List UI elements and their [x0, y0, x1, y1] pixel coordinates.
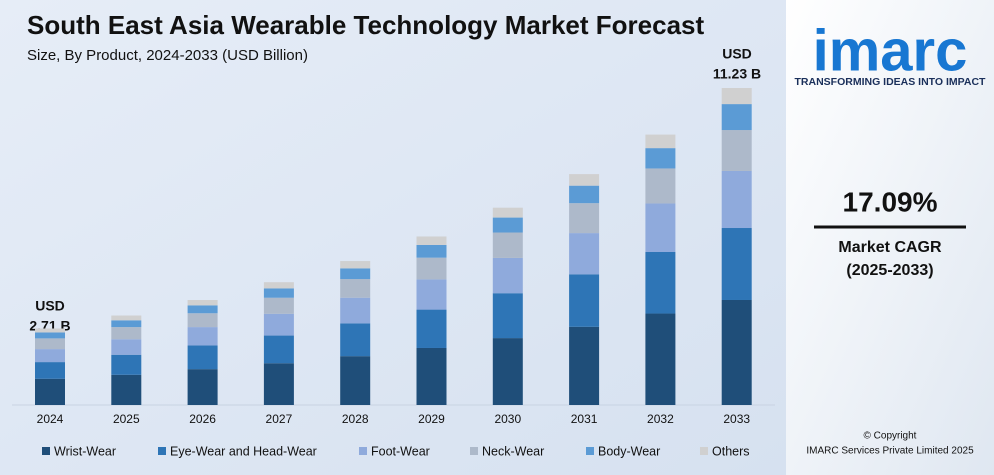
company: IMARC Services Private Limited 2025	[806, 446, 974, 457]
bar-segment	[340, 297, 371, 324]
legend-swatch	[158, 447, 166, 455]
bar-segment	[721, 228, 752, 300]
bar-segment	[187, 299, 218, 306]
chart-subtitle: Size, By Product, 2024-2033 (USD Billion…	[27, 47, 308, 64]
logo: imarc	[813, 18, 968, 83]
bar-segment	[645, 313, 676, 405]
bar-segment	[569, 233, 600, 275]
bar-segment	[645, 168, 676, 204]
x-tick-label: 2031	[571, 412, 598, 426]
x-tick-label: 2028	[342, 412, 369, 426]
bar-segment	[492, 232, 523, 258]
end-label: USD	[722, 46, 752, 62]
bar-segment	[645, 252, 676, 314]
cagr-value: 17.09%	[843, 186, 938, 217]
bar-segment	[263, 335, 294, 364]
bar-segment	[416, 279, 447, 310]
bar-segment	[645, 134, 676, 149]
bar-segment	[721, 130, 752, 171]
x-tick-label: 2025	[113, 412, 140, 426]
bar-segment	[416, 236, 447, 245]
bar-segment	[35, 378, 65, 405]
legend-label: Eye-Wear and Head-Wear	[170, 444, 317, 458]
legend-label: Wrist-Wear	[54, 444, 116, 458]
bar-segment	[111, 327, 142, 340]
bar-segment	[111, 374, 142, 405]
bar-segment	[187, 369, 218, 405]
bar-segment	[416, 347, 447, 405]
bar-segment	[111, 354, 142, 375]
bar-segment	[569, 174, 600, 186]
legend-swatch	[700, 447, 708, 455]
tagline: TRANSFORMING IDEAS INTO IMPACT	[795, 76, 987, 88]
bar-segment	[187, 313, 218, 328]
bar-segment	[263, 282, 294, 289]
legend-swatch	[359, 447, 367, 455]
legend-label: Body-Wear	[598, 444, 660, 458]
x-tick-label: 2024	[37, 412, 64, 426]
x-tick-label: 2029	[418, 412, 445, 426]
bar-segment	[340, 279, 371, 298]
end-label: 11.23 B	[713, 66, 761, 82]
bar-segment	[721, 104, 752, 131]
bar-segment	[340, 268, 371, 280]
bar-segment	[263, 297, 294, 314]
bar-segment	[263, 313, 294, 336]
bar-segment	[492, 207, 523, 218]
bar-segment	[492, 217, 523, 233]
x-tick-label: 2026	[189, 412, 216, 426]
bar-segment	[492, 257, 523, 294]
bar-segment	[569, 274, 600, 327]
bar-segment	[187, 305, 218, 314]
chart-title: South East Asia Wearable Technology Mark…	[27, 10, 704, 40]
bar-segment	[416, 244, 447, 258]
bar-segment	[35, 349, 65, 363]
copyright: © Copyright	[864, 431, 917, 442]
legend-swatch	[42, 447, 50, 455]
bar-segment	[721, 170, 752, 229]
x-tick-label: 2032	[647, 412, 674, 426]
bar-segment	[416, 257, 447, 280]
side-panel	[786, 0, 994, 475]
legend-label: Foot-Wear	[371, 444, 430, 458]
bar-segment	[340, 261, 371, 269]
bar-segment	[416, 309, 447, 348]
bar-segment	[492, 293, 523, 339]
cagr-period: (2025-2033)	[846, 262, 933, 279]
x-tick-label: 2030	[494, 412, 521, 426]
x-tick-label: 2033	[723, 412, 750, 426]
bar-segment	[35, 338, 65, 350]
bar-segment	[645, 203, 676, 253]
bar-segment	[569, 203, 600, 234]
bar-segment	[721, 299, 752, 405]
legend-label: Others	[712, 444, 750, 458]
bar-segment	[492, 338, 523, 405]
bar-segment	[35, 328, 65, 333]
bar-segment	[263, 363, 294, 405]
bar-segment	[187, 345, 218, 370]
bar-segment	[111, 315, 142, 321]
bar-segment	[263, 288, 294, 298]
legend-swatch	[586, 447, 594, 455]
bar-segment	[340, 356, 371, 405]
legend-swatch	[470, 447, 478, 455]
bar-segment	[35, 332, 65, 339]
bar-segment	[340, 323, 371, 357]
start-label: USD	[35, 298, 65, 314]
bar-segment	[569, 185, 600, 204]
bar-segment	[187, 327, 218, 346]
bar-segment	[645, 148, 676, 169]
bar-segment	[111, 339, 142, 355]
bar-segment	[569, 326, 600, 405]
cagr-label: Market CAGR	[838, 239, 942, 256]
bar-segment	[721, 88, 752, 105]
legend-label: Neck-Wear	[482, 444, 544, 458]
bar-segment	[35, 362, 65, 379]
bar-segment	[111, 320, 142, 328]
x-tick-label: 2027	[266, 412, 293, 426]
